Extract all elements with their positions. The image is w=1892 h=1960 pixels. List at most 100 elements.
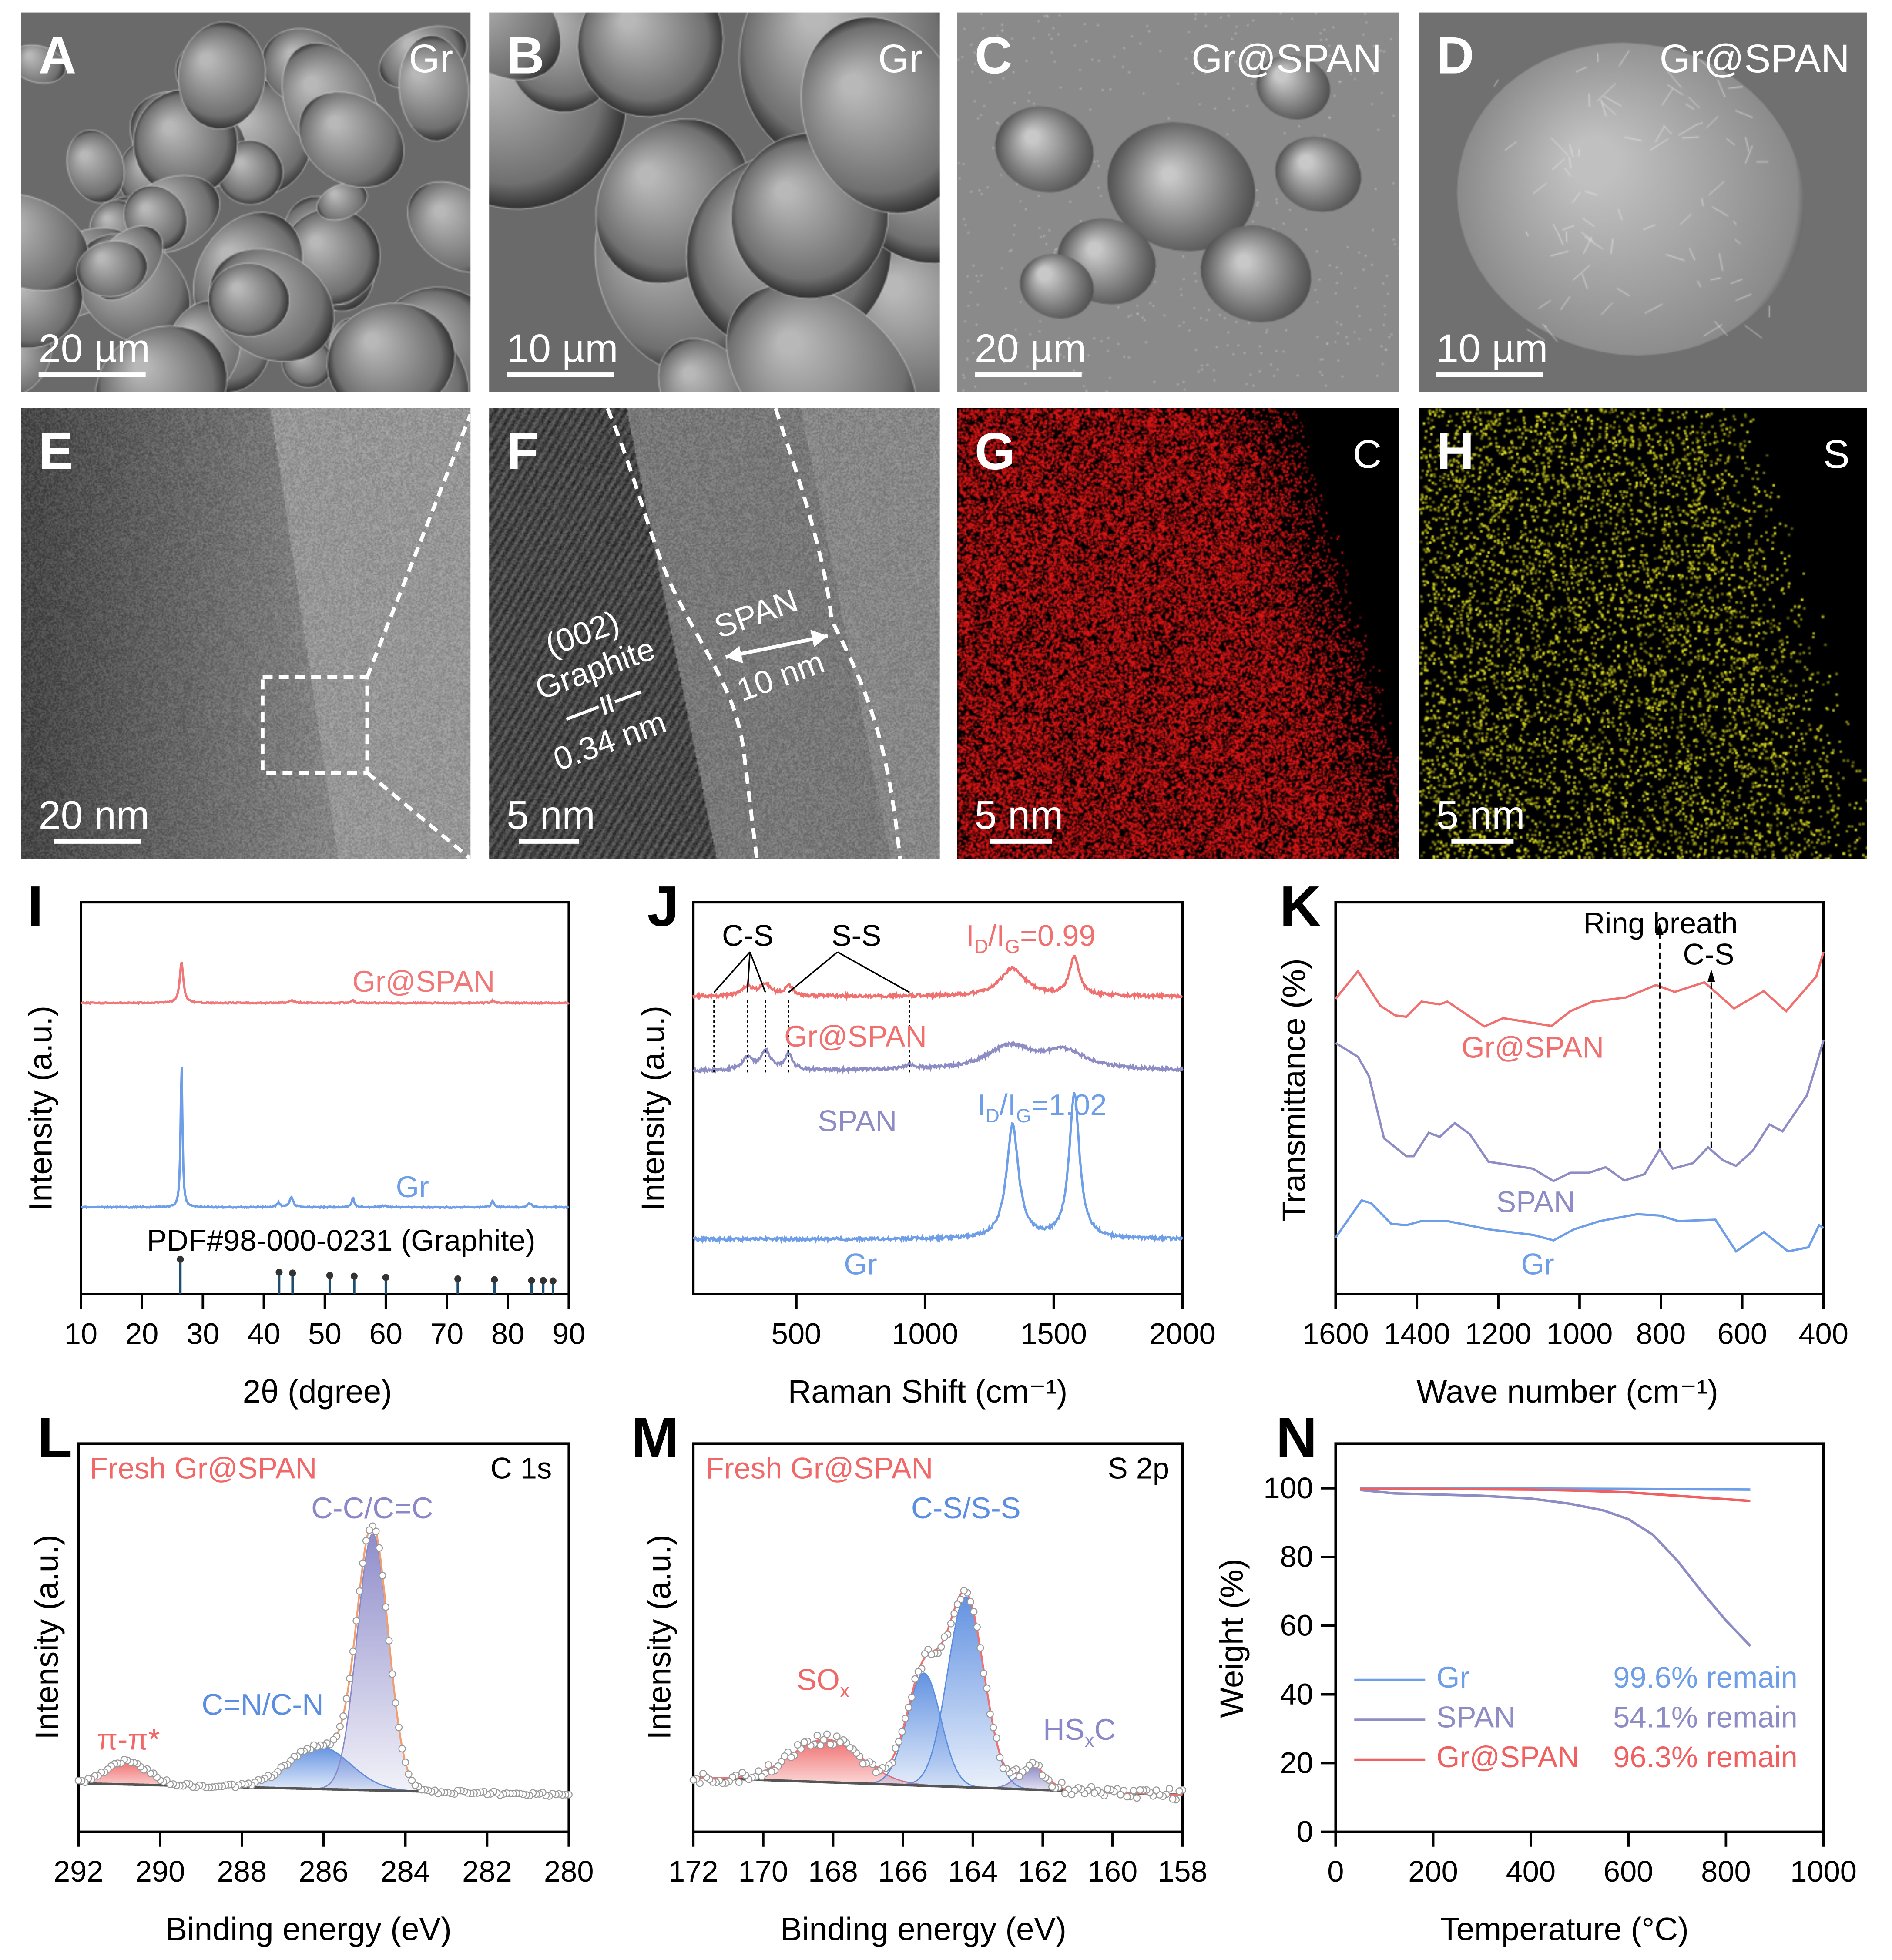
series-label-gr-span: Gr@SPAN [784,1020,927,1054]
x-tick-label: 400 [1506,1855,1556,1888]
data-point [1038,1772,1046,1779]
data-point [921,1650,929,1658]
x-tick-label: 292 [54,1855,104,1888]
x-tick-label: 282 [462,1855,512,1888]
reference-stick-dot [528,1277,535,1284]
data-point [960,1587,968,1594]
span-layer-boundary [566,408,902,859]
ss-annotation: S-S [831,920,882,953]
data-point [993,1734,1000,1742]
x-tick-label: 500 [772,1317,822,1350]
data-point [768,1768,775,1776]
annotation-arrow [837,951,910,993]
x-tick-label: 80 [491,1317,524,1350]
data-point [379,1572,386,1580]
component-label-sox: SOx [797,1665,850,1708]
ftir-chart: 1600 1400 1200 1000 800 600 400 [1302,901,1848,1350]
panel-letter: B [507,26,545,85]
plot-frame [1334,901,1825,1295]
data-point [953,1601,961,1608]
data-point [1133,1794,1141,1802]
data-point [765,1761,772,1769]
label-text: SO [796,1664,840,1698]
data-point [937,1643,945,1651]
legend-remain: 99.6% remain [1613,1661,1798,1695]
sample-label: Fresh Gr@SPAN [89,1452,317,1486]
sulfur-map [1419,408,1867,859]
data-point [388,1670,396,1678]
data-point [990,1724,997,1732]
x-tick-label: 160 [1088,1855,1138,1888]
data-point [826,1740,834,1748]
data-point [914,1668,923,1676]
data-point [1175,1787,1183,1795]
x-tick-label: 2000 [1149,1317,1216,1350]
data-point [1061,1790,1069,1798]
x-axis-title: Binding energy (eV) [165,1910,452,1948]
x-tick-label: 800 [1636,1317,1686,1350]
xrd-chart: 10 20 30 40 50 60 70 80 90 [64,901,585,1350]
x-axis-title: Temperature (°C) [1440,1910,1689,1948]
reference-stick-dot [549,1277,557,1285]
y-axis-title: Intensity (a.u.) [634,1006,672,1211]
data-point [872,1769,880,1776]
scale-bar-text: 20 µm [38,326,150,371]
x-tick-label: 0 [1327,1855,1344,1888]
xps-s2p-chart: 172 170 168 166 164 162 160 158 [668,1442,1208,1888]
zoom-region-box [261,413,471,859]
x-tick-label: 1500 [1020,1317,1087,1350]
sem-micrograph [21,12,471,392]
data-point [823,1730,831,1738]
x-tick-label: 1600 [1302,1317,1369,1350]
series-line-gr [1335,1199,1824,1253]
legend-label: Gr@SPAN [1436,1741,1579,1775]
tem-image-f: (002) Graphite 0.34 nm SPAN 10 nm F 5 nm [489,408,940,859]
data-point [820,1736,828,1744]
ratio-text: I [977,1089,986,1123]
x-tick-label: 286 [299,1855,349,1888]
reference-label: PDF#98-000-0231 (Graphite) [147,1224,536,1259]
data-point [1090,1789,1098,1797]
x-tick-label: 158 [1157,1855,1208,1888]
x-tick-label: 1200 [1465,1317,1532,1350]
data-point [1123,1793,1131,1801]
data-point [817,1742,825,1749]
hrtem-micrograph [489,408,940,859]
series-line-span [692,1040,1184,1074]
data-point [366,1526,373,1534]
plot-frame [692,901,1184,1295]
label-text: x [839,1681,850,1702]
x-tick-label: 280 [544,1855,594,1888]
core-level-label: C 1s [490,1452,552,1486]
data-point [382,1603,390,1611]
reference-stick-dot [177,1255,184,1263]
data-point [1016,1772,1023,1780]
x-tick-label: 90 [552,1317,585,1350]
component-label: C=N/C-N [201,1688,324,1722]
data-point [755,1767,762,1775]
panel-letter: D [1436,26,1474,85]
data-point [813,1732,821,1739]
scale-bar: 20 nm [39,793,149,844]
sample-label: Gr [878,36,923,81]
plot-frame [692,1442,1184,1833]
data-point [800,1738,808,1746]
reference-stick-dot [382,1274,389,1281]
tga-chart: 0 200 400 600 800 1000 0 20 40 60 80 100 [1263,1442,1857,1888]
scale-bar-text: 10 µm [507,326,618,371]
component-label-hsxc: HSxC [1043,1714,1116,1759]
panel-letter: G [974,422,1016,480]
x-tick-label: 60 [369,1317,403,1350]
reference-stick-dot [326,1272,333,1279]
eds-map-carbon: G C 5 nm [957,408,1399,859]
x-axis-title: Wave number (cm⁻¹) [1416,1373,1718,1410]
series-label-gr-span: Gr@SPAN [1461,1031,1604,1065]
sem-image-d: D Gr@SPAN 10 µm [1419,12,1867,392]
x-tick-label: 20 [125,1317,158,1350]
component-label: C-S/S-S [911,1492,1021,1526]
ratio-text: /I [988,920,1005,953]
scale-bar: 10 µm [507,326,618,377]
label-text: x [1084,1731,1094,1752]
scale-bar: 20 µm [974,326,1086,377]
x-tick-label: 800 [1701,1855,1751,1888]
